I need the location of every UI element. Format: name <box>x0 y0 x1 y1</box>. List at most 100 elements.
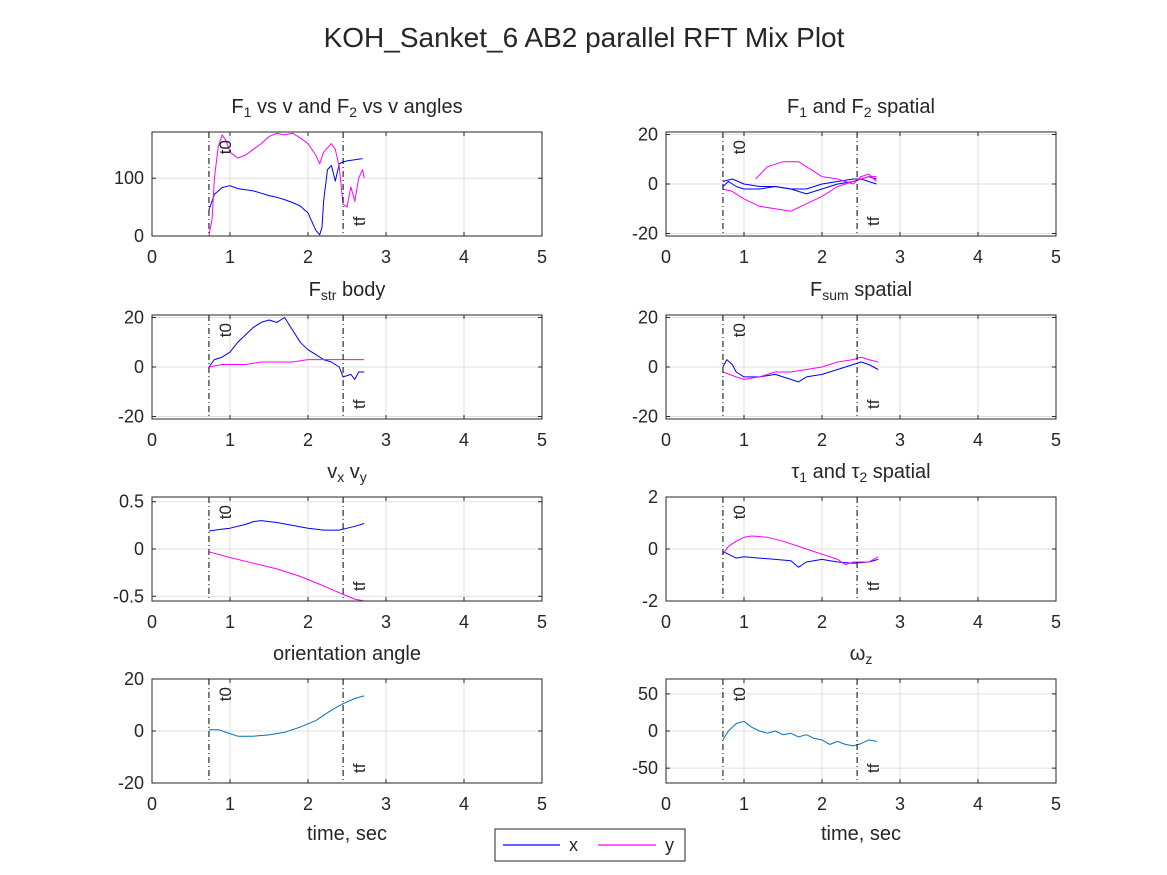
x-tick-label: 4 <box>973 247 983 267</box>
y-tick-label: 20 <box>124 307 144 327</box>
series-group <box>722 161 877 212</box>
series-line-2 <box>722 535 879 566</box>
tf-marker-label: tf <box>864 581 883 591</box>
x-tick-label: 1 <box>739 430 749 450</box>
x-tick-label: 3 <box>895 430 905 450</box>
x-tick-label: 1 <box>739 612 749 632</box>
figure-title: KOH_Sanket_6 AB2 parallel RFT Mix Plot <box>324 22 845 53</box>
series-line-1 <box>208 158 363 236</box>
x-tick-label: 5 <box>537 794 547 814</box>
x-tick-label: 5 <box>1051 247 1061 267</box>
x-tick-label: 0 <box>661 247 671 267</box>
x-tick-label: 0 <box>661 794 671 814</box>
legend-label-y: y <box>665 835 674 855</box>
subplot-title: Fstr body <box>309 279 386 303</box>
y-tick-label: 20 <box>638 307 658 327</box>
x-axis-label: time, sec <box>821 823 901 845</box>
subplot-title: τ1 and τ2 spatial <box>791 461 930 485</box>
t0-marker-label: t0 <box>730 140 749 154</box>
series-line-1 <box>208 317 365 380</box>
series-group <box>722 535 879 568</box>
y-tick-label: 100 <box>114 168 144 188</box>
series-line-2 <box>722 356 879 380</box>
tf-marker-label: tf <box>864 763 883 773</box>
x-tick-label: 0 <box>147 794 157 814</box>
subplot-title: vx vy <box>327 461 367 485</box>
subplot-title: ωz <box>850 643 873 667</box>
legend-label-x: x <box>569 835 578 855</box>
x-tick-label: 0 <box>147 430 157 450</box>
x-tick-label: 5 <box>537 430 547 450</box>
series-line-3 <box>722 176 877 212</box>
tf-marker-label: tf <box>350 581 369 591</box>
y-tick-label: 0 <box>134 721 144 741</box>
tf-marker-label: tf <box>864 216 883 226</box>
x-tick-label: 2 <box>817 430 827 450</box>
x-tick-label: 0 <box>661 612 671 632</box>
x-tick-label: 1 <box>225 247 235 267</box>
series-line-1 <box>208 520 365 532</box>
t0-marker-label: t0 <box>730 505 749 519</box>
y-tick-label: 20 <box>124 669 144 689</box>
x-axis-label: time, sec <box>307 823 387 845</box>
x-tick-label: 3 <box>381 612 391 632</box>
x-tick-label: 5 <box>1051 794 1061 814</box>
t0-marker-label: t0 <box>216 687 235 701</box>
y-tick-label: 0.5 <box>119 492 144 512</box>
x-tick-label: 1 <box>225 430 235 450</box>
x-tick-label: 1 <box>739 247 749 267</box>
y-tick-label: 20 <box>638 124 658 144</box>
y-tick-label: -20 <box>632 224 658 244</box>
y-tick-label: 0 <box>648 174 658 194</box>
series-line-2 <box>208 551 365 601</box>
t0-marker-label: t0 <box>216 323 235 337</box>
y-tick-label: -2 <box>642 591 658 611</box>
t0-marker-label: t0 <box>730 323 749 337</box>
y-tick-label: 0 <box>134 357 144 377</box>
y-tick-label: 2 <box>648 487 658 507</box>
series-group <box>208 132 365 236</box>
y-tick-label: 50 <box>638 684 658 704</box>
y-tick-label: 0 <box>648 357 658 377</box>
subplot-title: F1 vs v and F2 vs v angles <box>231 96 462 120</box>
series-line-4 <box>755 161 877 185</box>
series-group <box>208 520 365 601</box>
x-tick-label: 2 <box>303 612 313 632</box>
t0-marker-label: t0 <box>216 505 235 519</box>
tf-marker-label: tf <box>864 399 883 409</box>
x-tick-label: 0 <box>147 247 157 267</box>
series-line-1 <box>722 720 877 747</box>
x-tick-label: 3 <box>381 247 391 267</box>
x-tick-label: 4 <box>973 430 983 450</box>
y-tick-label: 0 <box>648 539 658 559</box>
subplot-title: F1 and F2 spatial <box>787 96 935 120</box>
series-line-1 <box>208 695 365 737</box>
x-tick-label: 2 <box>817 612 827 632</box>
subplot-1: t0 tf 0 1 2 3 4 5 0 100 F1 vs v and F2 vs v angles <box>114 96 547 267</box>
x-tick-label: 3 <box>895 794 905 814</box>
series-group <box>208 695 365 737</box>
y-tick-label: -50 <box>632 758 658 778</box>
tf-marker-label: tf <box>350 216 369 226</box>
x-tick-label: 4 <box>459 612 469 632</box>
t0-marker-label: t0 <box>216 140 235 154</box>
x-tick-label: 0 <box>147 612 157 632</box>
series-line-2 <box>208 132 365 236</box>
x-tick-label: 3 <box>381 430 391 450</box>
series-group <box>208 317 365 380</box>
x-tick-label: 4 <box>459 430 469 450</box>
x-tick-label: 5 <box>1051 430 1061 450</box>
y-tick-label: -20 <box>118 407 144 427</box>
y-tick-label: 0 <box>134 226 144 246</box>
x-tick-label: 1 <box>739 794 749 814</box>
y-tick-label: 0 <box>134 539 144 559</box>
x-tick-label: 5 <box>1051 612 1061 632</box>
y-tick-label: -20 <box>118 773 144 793</box>
x-tick-label: 1 <box>225 612 235 632</box>
